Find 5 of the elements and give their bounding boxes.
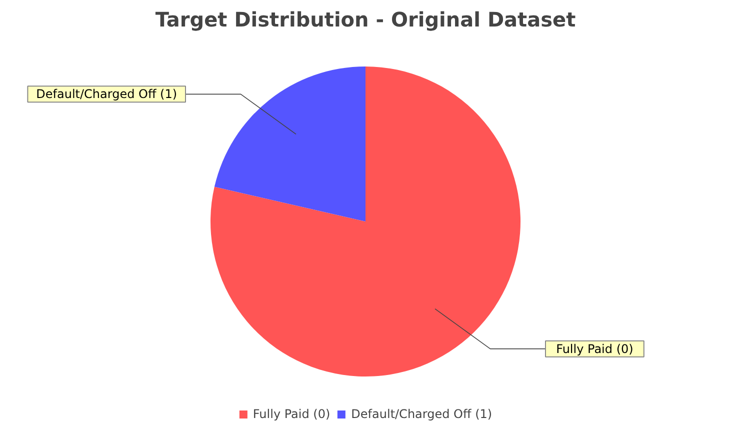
slice-label: Fully Paid (0) <box>556 342 634 356</box>
slice-label: Default/Charged Off (1) <box>36 87 178 102</box>
chart-title: Target Distribution - Original Dataset <box>155 8 576 32</box>
legend-label: Fully Paid (0) <box>252 407 330 421</box>
legend-label: Default/Charged Off (1) <box>351 407 492 421</box>
